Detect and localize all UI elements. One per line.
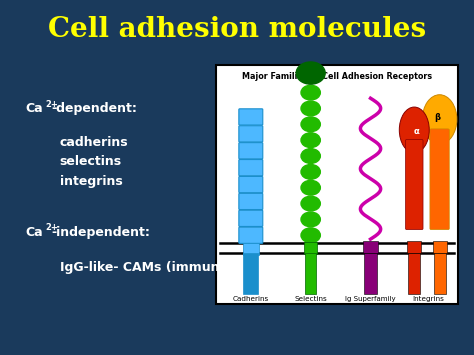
FancyBboxPatch shape: [406, 140, 423, 230]
Ellipse shape: [422, 95, 457, 144]
Text: α: α: [414, 127, 419, 136]
Text: β: β: [434, 113, 440, 122]
Circle shape: [301, 228, 320, 243]
Circle shape: [301, 212, 320, 227]
Bar: [364, 253, 377, 294]
Circle shape: [301, 196, 320, 211]
Text: IgG-like- CAMs (immunoglobulin superfamily): IgG-like- CAMs (immunoglobulin superfami…: [60, 261, 377, 274]
FancyBboxPatch shape: [239, 193, 263, 209]
FancyBboxPatch shape: [239, 159, 263, 176]
Circle shape: [301, 180, 320, 195]
Bar: [244, 253, 258, 294]
Text: Cadherins: Cadherins: [233, 296, 269, 302]
Circle shape: [301, 149, 320, 163]
Circle shape: [296, 62, 325, 84]
Bar: [433, 241, 447, 253]
Bar: [304, 242, 317, 254]
Text: Major Families of Cell Adhesion Receptors: Major Families of Cell Adhesion Receptor…: [242, 72, 432, 81]
Text: Integrins: Integrins: [412, 296, 444, 302]
Circle shape: [301, 117, 320, 132]
Circle shape: [301, 85, 320, 100]
FancyBboxPatch shape: [239, 176, 263, 193]
FancyBboxPatch shape: [239, 109, 263, 125]
Bar: [363, 241, 378, 253]
Text: cadherins: cadherins: [60, 136, 128, 149]
Circle shape: [301, 164, 320, 179]
Text: integrins: integrins: [60, 175, 122, 187]
FancyBboxPatch shape: [239, 143, 263, 159]
Text: -independent:: -independent:: [52, 225, 150, 239]
Text: 2+: 2+: [45, 100, 58, 109]
Text: Ig Superfamily: Ig Superfamily: [345, 296, 396, 302]
FancyBboxPatch shape: [239, 227, 263, 244]
Text: Selectins: Selectins: [294, 296, 327, 302]
Bar: [243, 243, 259, 255]
Text: Ca: Ca: [25, 225, 43, 239]
Circle shape: [301, 133, 320, 148]
Bar: [216, 65, 458, 304]
Bar: [408, 253, 420, 294]
Text: Cell adhesion molecules: Cell adhesion molecules: [48, 16, 426, 43]
FancyBboxPatch shape: [239, 126, 263, 142]
Circle shape: [301, 101, 320, 116]
Text: 2+: 2+: [45, 223, 58, 232]
Ellipse shape: [399, 107, 429, 153]
Bar: [407, 241, 421, 253]
Text: -dependent:: -dependent:: [52, 102, 137, 115]
Bar: [434, 253, 446, 294]
FancyBboxPatch shape: [239, 210, 263, 226]
FancyBboxPatch shape: [430, 129, 449, 230]
Bar: [305, 253, 316, 294]
Text: selectins: selectins: [60, 155, 122, 168]
Text: Ca: Ca: [25, 102, 43, 115]
